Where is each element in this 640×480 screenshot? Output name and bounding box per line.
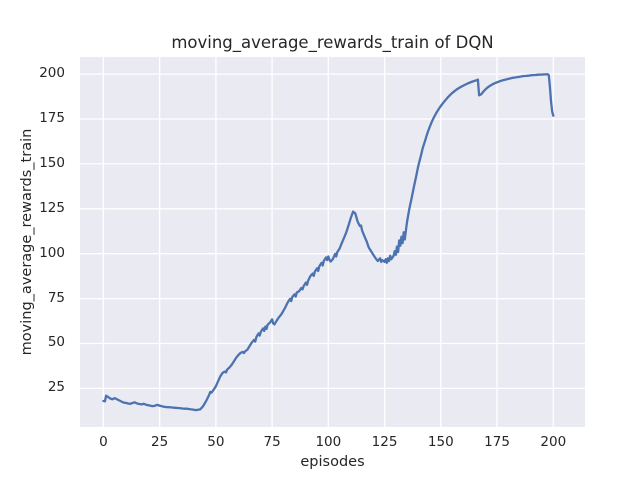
x-tick-label: 175 — [484, 434, 510, 450]
y-axis-label: moving_average_rewards_train — [19, 128, 35, 356]
x-tick-label: 25 — [151, 434, 169, 450]
chart-title: moving_average_rewards_train of DQN — [171, 33, 494, 52]
y-tick-label: 175 — [39, 109, 65, 126]
y-tick-label: 100 — [39, 244, 65, 261]
x-tick-label: 150 — [427, 434, 454, 450]
plot-svg — [80, 57, 585, 427]
x-tick-label: 125 — [371, 434, 398, 450]
line-series — [102, 73, 555, 412]
x-tick-label: 100 — [315, 434, 342, 450]
y-tick-label: 125 — [39, 199, 65, 216]
y-tick-label: 150 — [39, 154, 65, 171]
y-tick-label: 200 — [39, 65, 65, 82]
y-tick-label: 25 — [47, 379, 65, 396]
x-tick-label: 50 — [207, 434, 225, 450]
x-tick-label: 75 — [263, 434, 281, 450]
x-axis-label: episodes — [300, 454, 365, 470]
x-tick-label: 0 — [99, 434, 108, 450]
y-tick-label: 75 — [47, 289, 65, 306]
x-tick-label: 200 — [540, 434, 567, 450]
plot-area — [80, 57, 585, 427]
y-tick-label: 50 — [47, 334, 65, 351]
